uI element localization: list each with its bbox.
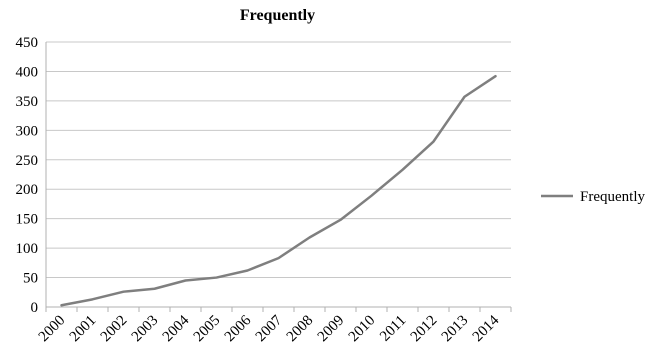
x-tick-label-2004: 2004 <box>160 312 193 345</box>
x-tick-label-2009: 2009 <box>315 313 348 346</box>
y-tick-label-300: 300 <box>16 123 39 139</box>
y-tick-label-350: 350 <box>16 94 39 110</box>
grid-lines <box>46 41 511 279</box>
legend-label: Frequently <box>580 189 645 205</box>
series-line-0 <box>60 74 497 307</box>
y-tick-labels: 0 50 100 150 200 250 300 350 400 450 <box>16 35 39 316</box>
x-tick-label-2011: 2011 <box>377 313 409 345</box>
x-tick-label-2006: 2006 <box>222 312 255 345</box>
x-tick-label-2014: 2014 <box>470 312 503 345</box>
series-lines <box>60 74 497 307</box>
y-tick-label-250: 250 <box>16 153 39 169</box>
x-tick-label-2010: 2010 <box>346 313 379 346</box>
y-tick-label-50: 50 <box>23 271 38 287</box>
axes <box>45 42 512 312</box>
y-tick-label-200: 200 <box>16 182 39 198</box>
chart-title: Frequently <box>239 7 316 24</box>
y-tick-label-150: 150 <box>16 212 39 228</box>
y-tick-label-100: 100 <box>16 241 39 257</box>
x-tick-labels: 2000200120022003200420052006200720082009… <box>36 312 503 345</box>
y-tick-label-400: 400 <box>16 64 39 80</box>
y-tick-label-0: 0 <box>31 300 39 316</box>
x-tick-label-2008: 2008 <box>284 313 317 346</box>
x-tick-label-2002: 2002 <box>98 313 131 346</box>
x-tick-label-2005: 2005 <box>191 313 224 346</box>
x-tick-label-2003: 2003 <box>129 313 162 346</box>
legend: Frequently <box>541 189 645 205</box>
y-tick-label-450: 450 <box>16 35 39 51</box>
x-tick-label-2007: 2007 <box>253 312 286 345</box>
x-tick-label-2001: 2001 <box>67 313 100 346</box>
x-tick-label-2013: 2013 <box>439 313 472 346</box>
x-tick-label-2012: 2012 <box>408 313 441 346</box>
x-tick-label-2000: 2000 <box>36 313 69 346</box>
